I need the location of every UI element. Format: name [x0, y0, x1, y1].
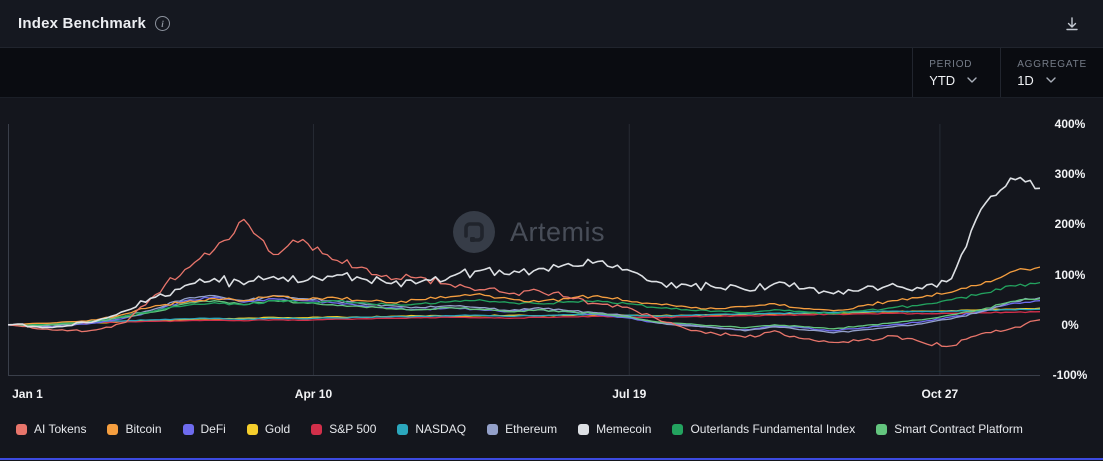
series-line-memecoin — [8, 176, 1040, 329]
legend-item-nasdaq[interactable]: NASDAQ — [397, 422, 466, 436]
download-button[interactable] — [1059, 11, 1085, 37]
y-tick-label: 200% — [1054, 217, 1086, 232]
series-line-s-p-500 — [8, 311, 1040, 326]
legend-label-gold: Gold — [264, 422, 291, 436]
legend-label-memecoin: Memecoin — [596, 422, 652, 436]
legend-label-outerlands-fundamental-index: Outerlands Fundamental Index — [690, 422, 856, 436]
legend-swatch-ai-tokens — [16, 423, 27, 435]
chart-toolbar: PERIOD YTD AGGREGATE 1D — [0, 48, 1103, 98]
series-line-ethereum — [8, 294, 1040, 334]
legend-label-ai-tokens: AI Tokens — [34, 422, 87, 436]
legend-label-ethereum: Ethereum — [505, 422, 558, 436]
chart-area[interactable]: Artemis 400% 300% 200% 100% 0% -100% Jan 1 Apr… — [0, 98, 1103, 406]
period-dropdown[interactable]: PERIOD YTD — [912, 48, 1000, 97]
y-tick-label: 0% — [1061, 317, 1079, 332]
legend-item-outerlands-fundamental-index[interactable]: Outerlands Fundamental Index — [672, 422, 855, 436]
legend-item-s-p-500[interactable]: S&P 500 — [311, 422, 376, 436]
legend-item-memecoin[interactable]: Memecoin — [578, 422, 651, 436]
x-tick-label: Apr 10 — [294, 387, 333, 401]
info-icon[interactable]: i — [155, 16, 171, 31]
chart-legend: AI Tokens Bitcoin DeFi Gold S&P 500 NASDAQ Eth… — [0, 406, 1103, 452]
horizontal-scrollbar[interactable] — [0, 458, 1103, 460]
legend-item-ai-tokens[interactable]: AI Tokens — [16, 422, 86, 436]
legend-item-defi[interactable]: DeFi — [182, 422, 226, 436]
y-tick-label: -100% — [1052, 368, 1088, 382]
legend-swatch-memecoin — [578, 423, 590, 435]
legend-item-bitcoin[interactable]: Bitcoin — [107, 422, 162, 436]
legend-swatch-gold — [246, 423, 258, 435]
legend-swatch-smart-contract-platform — [876, 423, 888, 435]
legend-label-defi: DeFi — [200, 422, 226, 436]
period-label: PERIOD — [929, 58, 973, 70]
legend-swatch-outerlands-fundamental-index — [672, 423, 684, 435]
legend-item-ethereum[interactable]: Ethereum — [487, 422, 557, 436]
legend-swatch-bitcoin — [107, 423, 119, 435]
download-icon — [1066, 16, 1078, 30]
x-tick-label: Jan 1 — [12, 387, 43, 401]
aggregate-label: AGGREGATE — [1017, 58, 1087, 70]
panel-header: Index Benchmark i — [0, 0, 1103, 48]
y-tick-label: 400% — [1054, 117, 1086, 131]
series-line-bitcoin — [8, 266, 1040, 326]
x-tick-label: Oct 27 — [921, 387, 959, 401]
legend-label-bitcoin: Bitcoin — [125, 422, 162, 436]
y-tick-label: 100% — [1054, 267, 1086, 282]
x-tick-label: Jul 19 — [612, 387, 647, 401]
legend-label-nasdaq: NASDAQ — [415, 422, 467, 436]
series-line-defi — [8, 296, 1040, 332]
series-line-ai-tokens — [8, 218, 1040, 348]
aggregate-dropdown[interactable]: AGGREGATE 1D — [1000, 48, 1103, 97]
chevron-down-icon — [1046, 77, 1056, 83]
legend-label-smart-contract-platform: Smart Contract Platform — [894, 422, 1023, 436]
aggregate-value: 1D — [1017, 72, 1034, 88]
chevron-down-icon — [967, 77, 977, 83]
series-line-nasdaq — [8, 308, 1040, 326]
legend-label-s-p-500: S&P 500 — [329, 422, 377, 436]
legend-item-gold[interactable]: Gold — [246, 422, 291, 436]
y-tick-label: 300% — [1054, 167, 1086, 182]
page-title: Index Benchmark — [18, 15, 147, 32]
series-line-outerlands-fundamental-index — [8, 281, 1040, 326]
legend-item-smart-contract-platform[interactable]: Smart Contract Platform — [876, 422, 1023, 436]
period-value: YTD — [929, 72, 956, 88]
legend-swatch-s-p-500 — [311, 423, 323, 435]
legend-swatch-ethereum — [487, 423, 499, 435]
series-line-smart-contract-platform — [8, 298, 1040, 330]
legend-swatch-defi — [182, 423, 194, 435]
legend-swatch-nasdaq — [397, 423, 409, 435]
benchmark-line-chart[interactable] — [8, 118, 1040, 380]
